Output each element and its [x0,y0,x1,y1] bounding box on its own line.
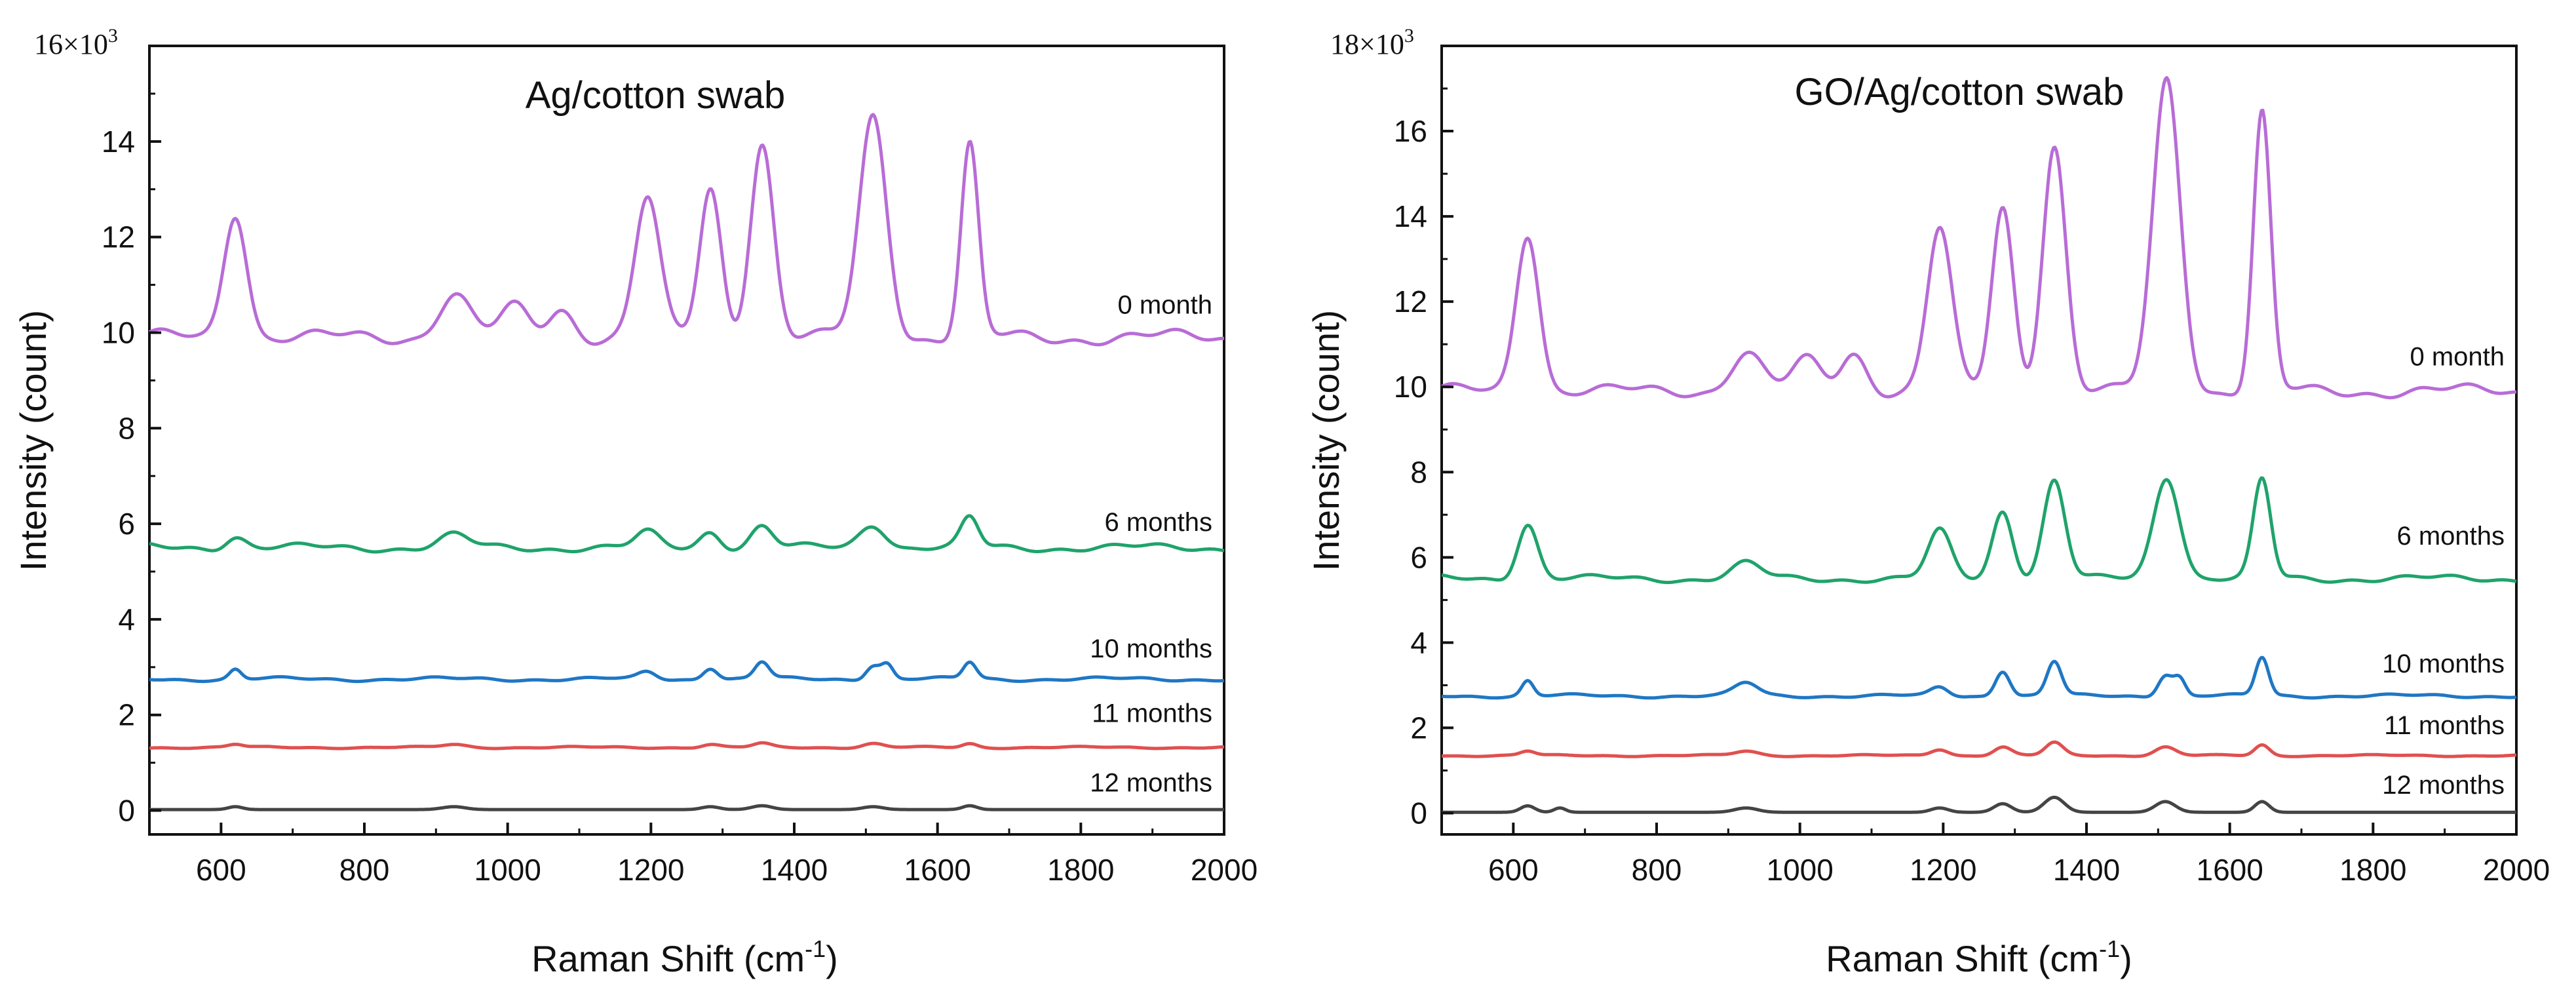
y-tick-label: 6 [1410,540,1427,574]
y-tick-label: 0 [118,794,135,828]
plot-frame [148,45,1225,836]
series-label: 0 month [1117,290,1212,319]
y-axis-label: Intensity (count) [12,310,54,571]
x-tick-label: 800 [339,853,390,887]
x-axis-label: Raman Shift (cm-1) [1826,935,2132,979]
y-axis-ticks: 0 2 4 6 8 10 12 14 [102,92,161,828]
x-tick-label: 1800 [1047,853,1114,887]
trace-group [1441,76,2517,814]
trace-group [148,113,1225,811]
series-line [149,660,1225,684]
x-tick-label: 1000 [1766,853,1833,887]
x-axis-ticks: 600 800 1000 1200 1400 1600 1800 2000 [148,823,1258,887]
x-tick-label: 1600 [2196,853,2263,887]
plot-frame [1440,45,2518,836]
y-tick-label: 2 [118,698,135,732]
y-tick-label: 10 [1394,370,1427,404]
y-axis-label: Intensity (count) [1305,310,1347,571]
series-label: 11 months [1092,699,1212,728]
series-line [1441,740,2517,758]
y-tick-label: 0 [1410,796,1427,830]
y-tick-label: 16 [1394,114,1427,148]
x-tick-label: 2000 [1191,853,1258,887]
y-tick-label: 10 [102,315,135,349]
right-chart-panel: 600 800 1000 1200 1400 1600 1800 2000 0 2 4 6 8 10 12… [1305,25,2550,979]
left-chart-panel: 600 800 1000 1200 1400 1600 1800 2000 0 2 4 6 8 10 12… [12,25,1258,979]
y-tick-label: 12 [102,220,135,254]
series-label: 10 months [1090,634,1212,663]
series-line [148,113,1225,347]
series-line [149,804,1225,811]
x-tick-label: 1600 [904,853,971,887]
x-tick-label: 600 [1488,853,1539,887]
y-tick-label: 14 [1394,199,1427,233]
x-tick-label: 1200 [1910,853,1976,887]
series-label: 12 months [1090,768,1212,797]
x-tick-label: 2000 [2483,853,2550,887]
x-axis-label: Raman Shift (cm-1) [531,935,838,979]
series-line [1441,655,2517,700]
series-line [149,741,1225,751]
x-tick-label: 1800 [2339,853,2406,887]
series-line [149,514,1225,554]
chart-title: Ag/cotton swab [526,74,786,117]
x-tick-label: 1400 [761,853,828,887]
series-labels: 0 month 6 months 10 months 11 months 12 mont… [2382,343,2505,800]
y-tick-label: 6 [118,507,135,541]
series-line [1441,76,2517,400]
series-label: 10 months [2382,650,2505,678]
y-tick-label: 4 [1410,625,1427,659]
y-tick-label: 12 [1394,284,1427,319]
series-label: 11 months [2384,711,2505,740]
x-tick-label: 800 [1632,853,1682,887]
y-tick-label: 4 [118,602,135,636]
y-axis-multiplier: 18×103 [1330,25,1414,60]
x-tick-label: 600 [196,853,246,887]
series-line [1441,476,2517,585]
x-tick-label: 1200 [617,853,684,887]
y-axis-multiplier: 16×103 [34,25,118,60]
y-tick-label: 8 [1410,455,1427,489]
y-tick-label: 8 [118,411,135,445]
x-tick-label: 1000 [474,853,541,887]
x-axis-ticks: 600 800 1000 1200 1400 1600 1800 2000 [1440,823,2550,887]
y-axis-ticks: 0 2 4 6 8 10 12 14 16 [1394,87,1453,830]
x-tick-label: 1400 [2053,853,2120,887]
series-label: 12 months [2382,771,2505,800]
series-labels: 0 month 6 months 10 months 11 months 12 mont… [1090,290,1212,797]
y-tick-label: 2 [1410,711,1427,745]
series-line [1441,796,2517,814]
chart-title: GO/Ag/cotton swab [1795,71,2124,113]
y-tick-label: 14 [102,125,135,159]
series-label: 6 months [1104,508,1212,537]
series-label: 0 month [2410,343,2505,372]
series-label: 6 months [2396,522,2505,551]
